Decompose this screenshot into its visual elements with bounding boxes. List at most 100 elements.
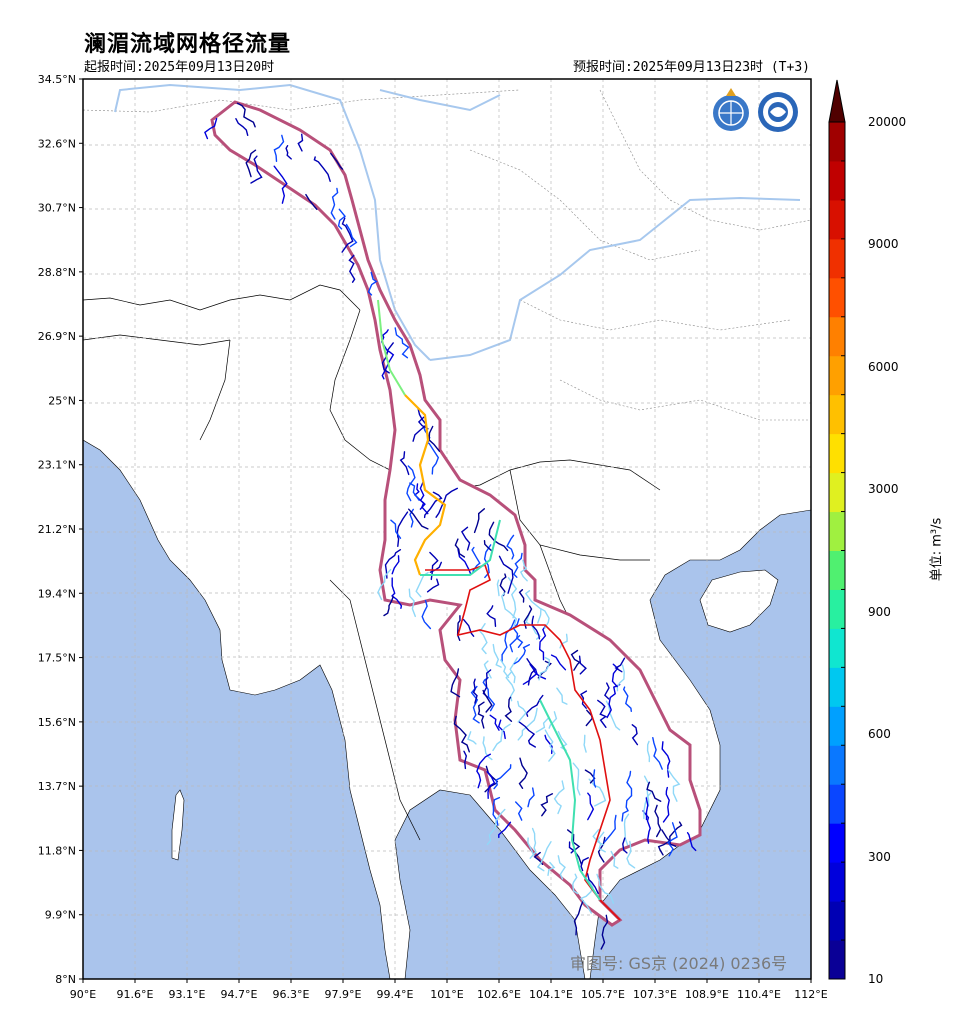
runoff-stream-segment xyxy=(597,831,606,853)
runoff-stream-segment xyxy=(467,731,477,745)
runoff-stream-segment xyxy=(482,689,493,713)
runoff-stream-segment xyxy=(626,840,636,869)
runoff-stream-segment xyxy=(337,208,346,230)
major-rivers xyxy=(114,83,801,361)
gulf-of-thailand xyxy=(394,789,586,979)
runoff-stream-segment xyxy=(406,465,416,502)
colorbar-frame xyxy=(828,121,846,980)
runoff-stream-segment xyxy=(245,149,257,178)
runoff-stream-segment xyxy=(614,657,626,673)
runoff-stream-segment xyxy=(525,694,544,717)
runoff-stream-segment xyxy=(454,538,466,558)
runoff-stream-segment xyxy=(544,729,556,762)
runoff-streams xyxy=(204,102,697,950)
runoff-stream-segment xyxy=(477,701,485,729)
colorbar-segment xyxy=(829,940,845,980)
runoff-stream-segment xyxy=(421,599,432,630)
runoff-stream-segment xyxy=(297,133,304,152)
runoff-stream-segment xyxy=(381,342,394,374)
runoff-stream-segment xyxy=(580,690,588,709)
latitude-label: 9.9°N xyxy=(45,909,76,922)
runoff-stream-segment xyxy=(313,156,331,182)
runoff-stream-segment xyxy=(517,707,538,741)
runoff-stream-segment xyxy=(476,753,491,789)
latitude-label: 11.8°N xyxy=(38,844,76,857)
runoff-stream-segment xyxy=(330,187,339,220)
colorbar-segment xyxy=(829,550,845,590)
colorbar-segment xyxy=(829,628,845,668)
runoff-stream-segment xyxy=(553,780,565,815)
colorbar-segment xyxy=(829,862,845,902)
runoff-stream-segment xyxy=(496,579,500,597)
latitude-label: 26.9°N xyxy=(38,330,76,343)
runoff-stream-segment xyxy=(578,655,587,675)
colorbar-segment xyxy=(829,823,845,863)
colorbar-segment xyxy=(829,472,845,513)
colorbar-unit: 单位: m³/s xyxy=(929,517,945,582)
longitude-label: 107.3°E xyxy=(633,988,677,1001)
colorbar-segment xyxy=(829,160,845,201)
runoff-stream-segment xyxy=(572,873,579,895)
runoff-stream-segment xyxy=(622,837,628,854)
colorbar-segment xyxy=(829,199,845,240)
colorbar-segment xyxy=(829,433,845,474)
runoff-stream-segment xyxy=(285,145,292,160)
runoff-stream-segment xyxy=(568,841,575,854)
runoff-stream-segment xyxy=(417,416,429,430)
runoff-stream-segment xyxy=(453,715,470,753)
runoff-stream-segment xyxy=(548,711,558,729)
runoff-stream-segment xyxy=(522,668,538,685)
colorbar-extend-arrow xyxy=(828,79,846,123)
runoff-stream-segment xyxy=(394,327,410,359)
runoff-stream-segment xyxy=(529,827,537,859)
runoff-stream-segment xyxy=(556,687,568,705)
runoff-stream-segment xyxy=(538,656,551,681)
runoff-stream-segment xyxy=(428,425,441,452)
runoff-stream-segment xyxy=(498,821,512,839)
runoff-stream-segment xyxy=(408,508,429,530)
runoff-stream-segment xyxy=(428,442,440,475)
runoff-stream-segment xyxy=(501,592,518,627)
issue-time: 起报时间:2025年09月13日20时 xyxy=(84,60,275,75)
runoff-stream-segment xyxy=(235,118,249,136)
runoff-stream-segment xyxy=(250,155,263,184)
longitude-label: 102.6°E xyxy=(477,988,521,1001)
runoff-stream-segment xyxy=(492,723,511,752)
runoff-stream-segment xyxy=(536,841,552,872)
runoff-stream-segment xyxy=(509,635,521,653)
latitude-label: 34.5°N xyxy=(38,73,76,86)
runoff-stream-segment xyxy=(583,734,587,753)
runoff-stream-segment xyxy=(540,608,550,629)
colorbar-segment xyxy=(829,901,845,941)
runoff-stream-segment xyxy=(535,717,549,733)
runoff-stream-segment xyxy=(610,850,619,869)
runoff-stream-segment xyxy=(450,668,461,698)
longitude-label: 110.4°E xyxy=(737,988,781,1001)
latitude-labels: 34.5°N 32.6°N 30.7°N 28.8°N 26.9°N 25°N 23.1°N… xyxy=(38,73,83,986)
runoff-stream-segment xyxy=(273,134,285,162)
runoff-stream-segment xyxy=(348,254,356,283)
colorbar-segment xyxy=(829,784,845,824)
map-approval-watermark: 审图号: GS京 (2024) 0236号 xyxy=(570,954,788,973)
colorbar-segment xyxy=(829,355,845,396)
runoff-stream-segment xyxy=(557,855,566,880)
runoff-stream-segment xyxy=(482,669,492,698)
longitude-label: 97.9°E xyxy=(325,988,362,1001)
runoff-stream-segment xyxy=(557,730,568,752)
runoff-stream-segment xyxy=(506,534,515,560)
runoff-stream-segment xyxy=(572,762,581,796)
runoff-stream-segment xyxy=(646,781,662,802)
runoff-stream-segment xyxy=(345,223,358,248)
runoff-stream-segment xyxy=(500,659,510,679)
runoff-stream-segment xyxy=(381,350,395,380)
runoff-stream-segment xyxy=(527,837,535,856)
runoff-stream-segment xyxy=(408,588,416,618)
runoff-stream-segment xyxy=(645,797,649,821)
colorbar xyxy=(828,79,846,980)
cma-logo xyxy=(758,92,798,132)
province-borders xyxy=(83,89,811,421)
colorbar-segment xyxy=(829,589,845,629)
runoff-stream-segment xyxy=(492,643,502,668)
runoff-stream-segment xyxy=(486,605,497,627)
runoff-stream-segment xyxy=(483,540,492,552)
